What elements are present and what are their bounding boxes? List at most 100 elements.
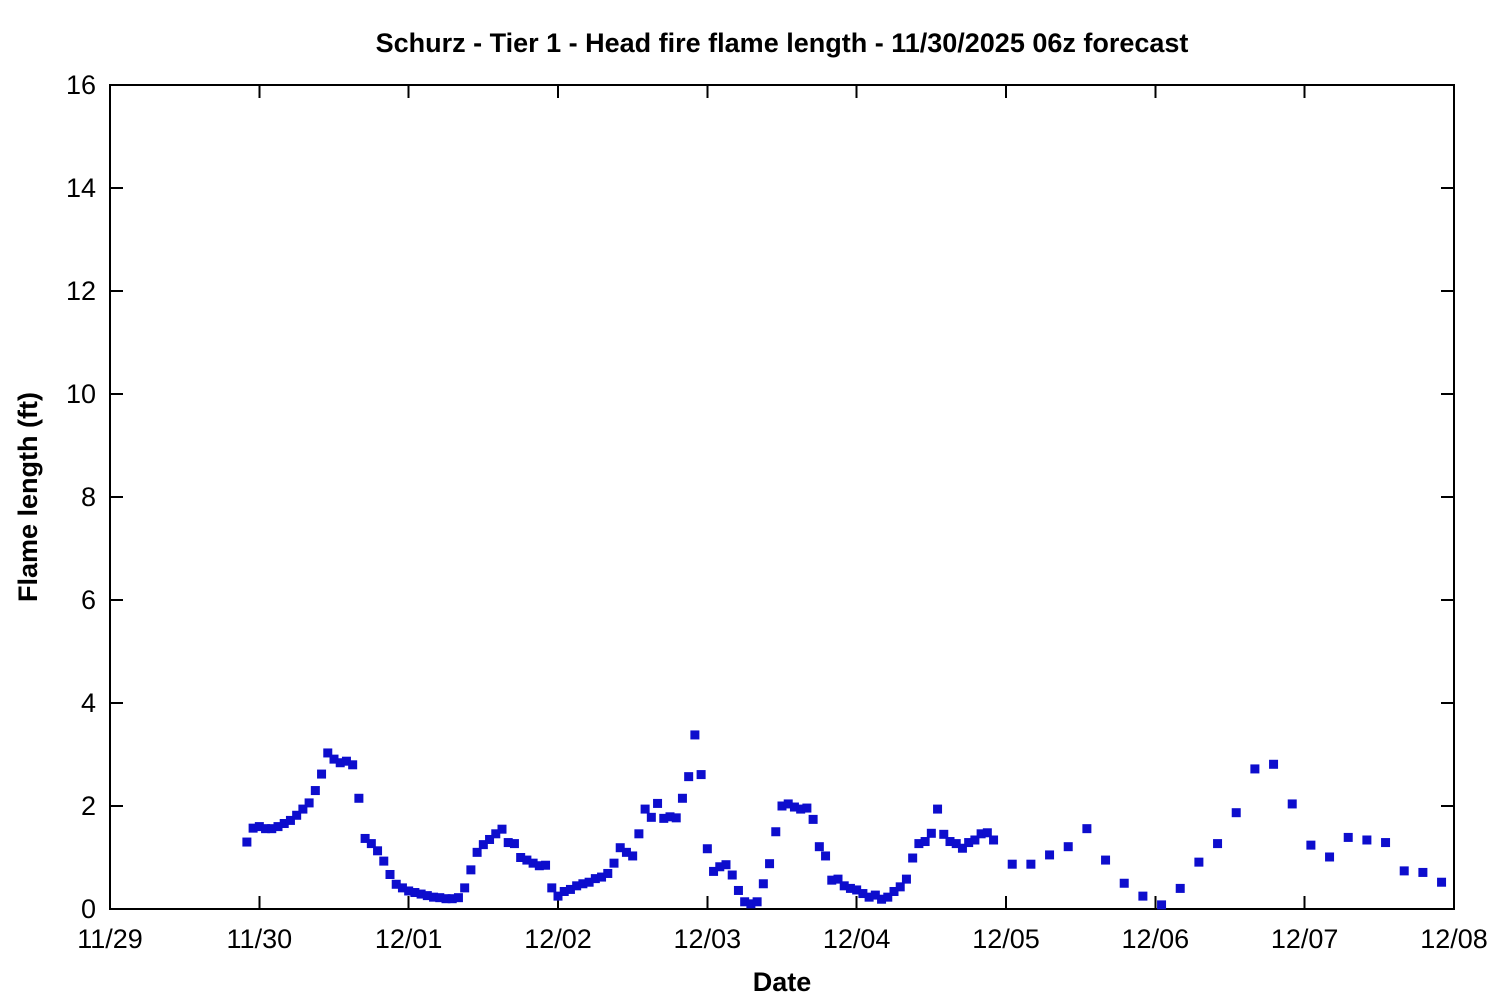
data-point <box>901 874 911 884</box>
data-point <box>976 829 986 839</box>
data-point <box>920 837 930 847</box>
data-point <box>429 892 439 902</box>
data-point <box>447 894 457 904</box>
data-point <box>1175 883 1185 893</box>
data-point <box>709 866 719 876</box>
y-tick-label: 6 <box>81 585 96 615</box>
data-point <box>677 793 687 803</box>
x-tick-label: 12/04 <box>823 924 891 954</box>
data-point <box>895 882 905 892</box>
data-point <box>509 839 519 849</box>
data-point <box>1325 852 1335 862</box>
data-point <box>939 829 949 839</box>
data-point <box>373 846 383 856</box>
data-point <box>789 802 799 812</box>
data-point <box>1269 759 1279 769</box>
data-point <box>721 860 731 870</box>
data-point <box>1437 877 1447 887</box>
data-point <box>690 730 700 740</box>
data-point <box>597 872 607 882</box>
data-point <box>827 875 837 885</box>
data-point <box>279 819 289 829</box>
y-tick-label: 4 <box>81 688 96 718</box>
data-point <box>503 838 513 848</box>
data-point <box>858 889 868 899</box>
data-point <box>348 760 358 770</box>
data-point <box>696 770 706 780</box>
data-point <box>416 889 426 899</box>
data-point <box>659 813 669 823</box>
data-point <box>261 824 271 834</box>
data-point <box>528 858 538 868</box>
data-point <box>628 851 638 861</box>
data-point <box>422 891 432 901</box>
data-point <box>478 840 488 850</box>
data-point <box>951 839 961 849</box>
data-point <box>908 853 918 863</box>
x-tick-label: 12/07 <box>1271 924 1339 954</box>
data-point <box>727 870 737 880</box>
data-point <box>945 837 955 847</box>
data-point <box>845 883 855 893</box>
data-point <box>833 874 843 884</box>
y-tick-label: 8 <box>81 482 96 512</box>
data-point <box>578 879 588 889</box>
y-tick-label: 2 <box>81 791 96 821</box>
data-point <box>267 824 277 834</box>
data-point <box>621 847 631 857</box>
data-point <box>808 814 818 824</box>
data-point <box>777 801 787 811</box>
y-axis-label: Flame length (ft) <box>13 392 43 602</box>
data-point <box>1306 840 1316 850</box>
plot-area <box>109 84 1455 910</box>
data-point <box>1082 824 1092 834</box>
data-point <box>559 886 569 896</box>
data-point <box>653 798 663 808</box>
x-tick-label: 12/01 <box>375 924 443 954</box>
data-point <box>522 855 532 865</box>
data-point <box>310 786 320 796</box>
x-tick-label: 11/30 <box>227 924 293 954</box>
data-point <box>584 877 594 887</box>
chart-title: Schurz - Tier 1 - Head fire flame length… <box>376 28 1189 58</box>
y-tick-label: 10 <box>66 379 96 409</box>
data-point <box>1045 850 1055 860</box>
data-point <box>534 861 544 871</box>
data-point <box>1007 859 1017 869</box>
data-point <box>684 772 694 782</box>
data-point <box>292 810 302 820</box>
data-point <box>541 860 551 870</box>
data-point <box>242 837 252 847</box>
data-point <box>248 823 258 833</box>
data-point <box>970 835 980 845</box>
data-point <box>758 879 768 889</box>
data-point <box>553 891 563 901</box>
data-point <box>715 862 725 872</box>
x-tick-label: 12/03 <box>674 924 742 954</box>
data-point <box>491 829 501 839</box>
data-point <box>1213 839 1223 849</box>
data-point <box>839 881 849 891</box>
data-point <box>485 834 495 844</box>
data-point <box>391 879 401 889</box>
data-point <box>1101 855 1111 865</box>
data-point <box>590 874 600 884</box>
data-point <box>317 769 327 779</box>
data-point <box>1287 799 1297 809</box>
x-tick-label: 12/02 <box>524 924 592 954</box>
data-point <box>615 843 625 853</box>
data-point <box>733 885 743 895</box>
data-point <box>1343 832 1353 842</box>
x-tick-label: 11/29 <box>77 924 143 954</box>
data-point <box>1418 867 1428 877</box>
data-point <box>516 853 526 862</box>
data-point <box>671 813 681 823</box>
data-point <box>1157 900 1167 910</box>
data-point <box>1231 808 1241 818</box>
data-point <box>298 804 308 814</box>
data-point <box>982 828 992 838</box>
data-point <box>273 822 283 832</box>
y-tick-label: 14 <box>66 173 96 203</box>
